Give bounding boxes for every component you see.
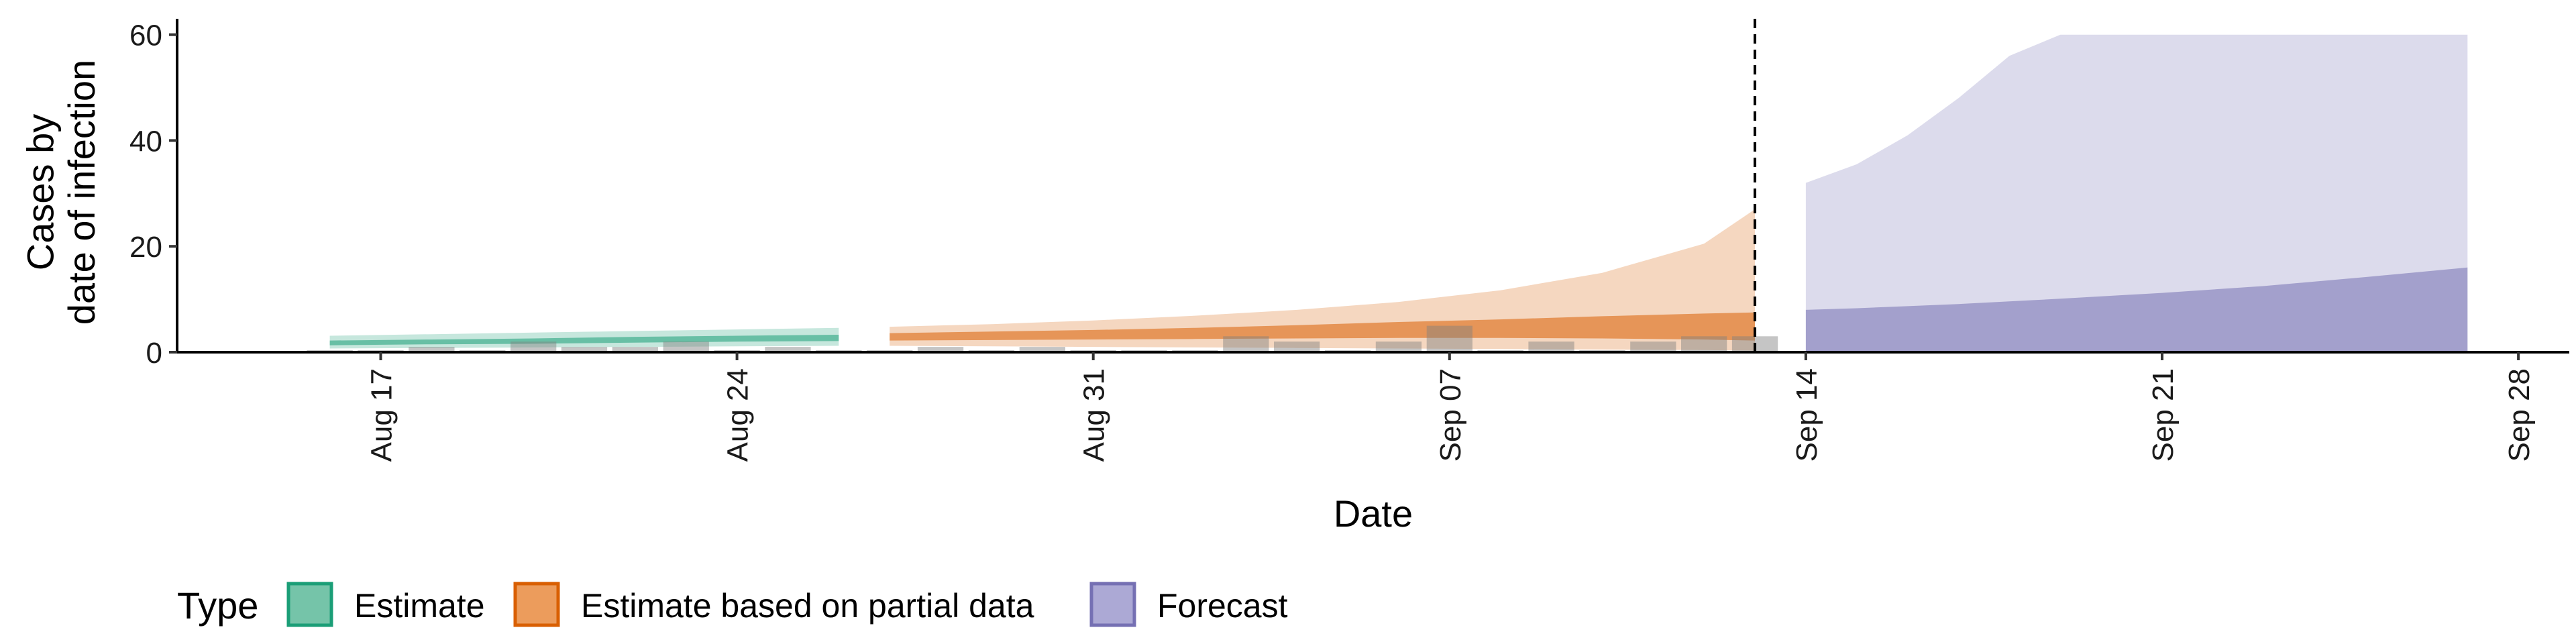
- x-tick-label: Sep 14: [1790, 368, 1823, 462]
- legend-title: Type: [177, 584, 258, 627]
- legend-key-1: [513, 582, 560, 627]
- y-axis-title-line: date of infection: [60, 60, 103, 325]
- observed-bar: [1019, 347, 1065, 352]
- legend-key-0: [286, 582, 333, 627]
- y-tick-label: 0: [146, 337, 162, 370]
- series-2-band-50: [1805, 267, 2468, 352]
- series-0-band-50: [329, 335, 839, 345]
- observed-bar: [1426, 325, 1472, 352]
- y-tick-label: 60: [129, 19, 162, 52]
- series-2-band-90: [1805, 34, 2468, 352]
- x-axis-title: Date: [1334, 492, 1413, 535]
- observed-bar: [511, 341, 557, 352]
- x-tick-label: Aug 24: [722, 368, 755, 462]
- legend-label-0: Estimate: [354, 587, 485, 625]
- observed-bar: [612, 347, 658, 352]
- series-1-band-90: [890, 209, 1755, 351]
- y-tick-label: 40: [129, 125, 162, 158]
- x-tick-label: Sep 07: [1434, 368, 1467, 462]
- x-tick-label: Aug 31: [1078, 368, 1111, 462]
- observed-bar: [1375, 341, 1422, 352]
- observed-bar: [1630, 341, 1676, 352]
- observed-bar: [917, 347, 964, 352]
- y-tick-label: 20: [129, 231, 162, 264]
- legend: Type Estimate Estimate based on partial da…: [177, 582, 1288, 627]
- observed-bar: [663, 341, 709, 352]
- legend-key-2: [1089, 582, 1136, 627]
- observed-bar: [1274, 341, 1320, 352]
- axes-layer: 0 20 40 60 Aug 17 Aug 24 Aug 31 Sep 07 Sep 14 Sep…: [19, 19, 2569, 535]
- y-axis-title-line: Cases by: [19, 114, 61, 270]
- observed-bar: [561, 347, 608, 352]
- legend-label-2: Forecast: [1157, 587, 1288, 625]
- observed-bar: [409, 347, 455, 352]
- observed-bar: [765, 347, 811, 352]
- observed-bar: [1223, 336, 1269, 352]
- series-1-band-50: [890, 312, 1755, 341]
- y-axis-title: Cases bydate of infection: [19, 60, 103, 325]
- x-tick-label: Sep 21: [2147, 368, 2180, 462]
- observed-bar: [1681, 336, 1727, 352]
- x-tick-label: Aug 17: [365, 368, 398, 462]
- x-tick-label: Sep 28: [2503, 368, 2536, 462]
- observed-bar: [1528, 341, 1574, 352]
- ribbon-layer: [329, 34, 2468, 352]
- legend-label-1: Estimate based on partial data: [581, 587, 1034, 625]
